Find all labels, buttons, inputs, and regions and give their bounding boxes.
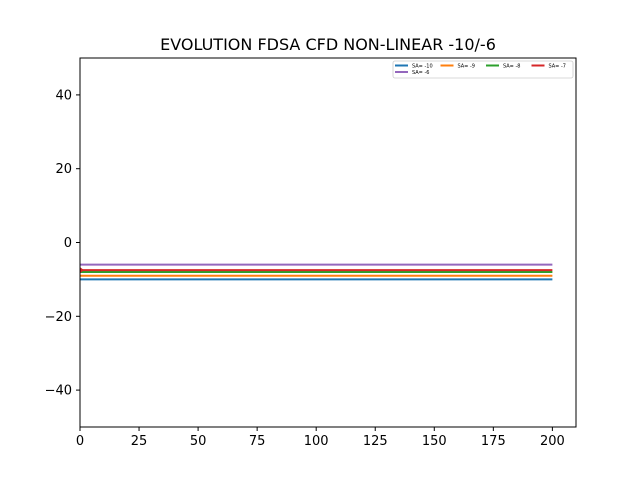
legend-label: SA= -7 (549, 63, 566, 69)
x-tick-label: 125 (363, 434, 388, 449)
x-tick-label: 50 (190, 434, 207, 449)
x-tick-label: 175 (481, 434, 506, 449)
x-tick-label: 75 (249, 434, 266, 449)
y-tick-label: −20 (45, 310, 72, 325)
legend: SA= -10 SA= -9 SA= -8 SA= -7 SA= -6 (392, 60, 574, 79)
plot-area (80, 263, 553, 281)
y-tick-label: −40 (45, 384, 72, 399)
legend-box (392, 60, 574, 79)
legend-label: SA= -10 (412, 63, 433, 69)
x-tick-label: 0 (76, 434, 84, 449)
axes-frame (79, 57, 577, 428)
x-tick-label: 200 (540, 434, 565, 449)
y-tick-label: 40 (55, 88, 72, 103)
x-tick-label: 100 (304, 434, 329, 449)
x-tick-label: 25 (131, 434, 148, 449)
legend-label: SA= -6 (412, 70, 429, 76)
chart-title: EVOLUTION FDSA CFD NON-LINEAR -10/-6 (160, 35, 496, 54)
y-tick-label: 0 (64, 236, 72, 251)
legend-label: SA= -9 (458, 63, 475, 69)
axes: 0 25 50 75 100 125 150 175 200 −40 −20 0 20 40 (45, 57, 577, 449)
legend-label: SA= -8 (503, 63, 520, 69)
x-tick-label: 150 (422, 434, 447, 449)
y-tick-label: 20 (55, 162, 72, 177)
series-start-marker (80, 267, 84, 274)
